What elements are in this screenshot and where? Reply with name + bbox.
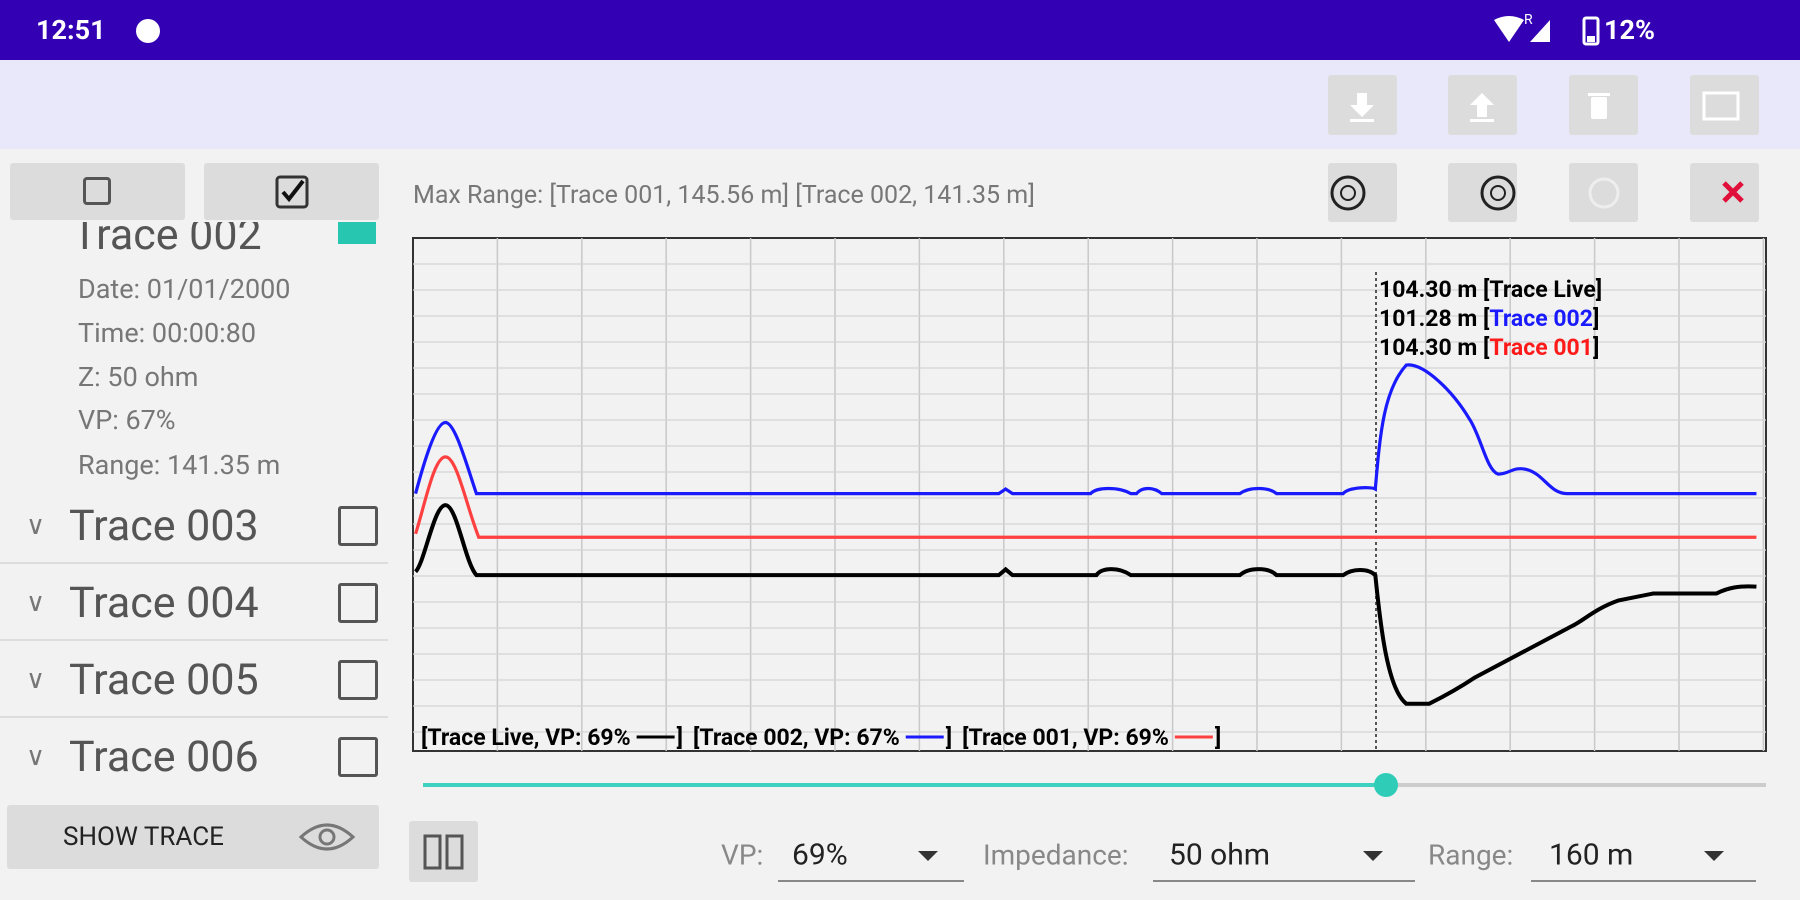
impedance-dropdown[interactable]: 50 ohm (1169, 837, 1271, 873)
trace-detail: Z: 50 ohm (78, 361, 199, 393)
trace-detail: Date: 01/01/2000 (78, 273, 291, 305)
divider (0, 716, 388, 718)
grid (413, 238, 1766, 751)
reset-button[interactable] (1569, 163, 1638, 222)
check-all-button[interactable] (204, 163, 379, 220)
legend-label: [Trace Live, VP: 69% (421, 724, 631, 751)
underline (778, 880, 964, 882)
range-label: Range: (1428, 838, 1514, 872)
bracket: ] (1593, 334, 1599, 361)
cursor-value: 104.30 m [ (1379, 276, 1490, 303)
trace-checkbox[interactable] (338, 583, 378, 623)
trace-detail: Time: 00:00:80 (78, 317, 257, 349)
expand-chevron: ∨ (26, 742, 46, 772)
status-icon (136, 19, 160, 43)
bracket: ] (1593, 305, 1599, 332)
legend-bracket: ] (946, 724, 952, 751)
trace-checkbox[interactable] (338, 506, 378, 546)
legend: [Trace Live, VP: 69%] [Trace 002, VP: 67%… (421, 724, 1221, 751)
cursor-label: 104.30 m [Trace 001] (1379, 334, 1599, 361)
status-bar: 12:51 R 12% (0, 0, 1800, 60)
bracket: ] (1596, 276, 1602, 303)
pause-button[interactable] (409, 821, 478, 882)
legend-bracket: ] (677, 724, 683, 751)
trace-001-curve (414, 455, 1757, 539)
cursor-value: 104.30 m [ (1379, 334, 1490, 361)
cursor-label: 101.28 m [Trace 002] (1379, 305, 1599, 332)
underline (1531, 880, 1756, 882)
cursor-label: 104.30 m [Trace Live] (1379, 276, 1602, 303)
trace-checkbox[interactable] (338, 660, 378, 700)
cursor-trace-name: Trace 001 (1489, 334, 1593, 361)
range-dropdown[interactable]: 160 m (1549, 837, 1634, 873)
max-range: Max Range: [Trace 001, 145.56 m] [Trace … (413, 181, 1035, 210)
divider (0, 639, 388, 641)
trace-002-curve (414, 363, 1757, 496)
legend-label: [Trace 001, VP: 69% (962, 724, 1169, 751)
underline (1153, 880, 1415, 882)
network-type: R (1524, 12, 1533, 28)
traces (413, 363, 1757, 706)
close-button[interactable] (1690, 163, 1759, 222)
trace-detail: Range: 141.35 m (78, 449, 281, 481)
expand-chevron: ∨ (26, 511, 46, 541)
vp-dropdown[interactable]: 69% (792, 837, 848, 873)
legend-bracket: ] (1215, 724, 1221, 751)
status-icons (1494, 16, 1600, 46)
dropdown-arrow (1704, 851, 1724, 861)
trace-title[interactable]: Trace 005 (69, 655, 259, 705)
trace-live-curve (413, 503, 1757, 706)
toolbar-icons (1350, 91, 1740, 122)
divider (0, 562, 388, 564)
cursor-labels: 104.30 m [Trace Live]101.28 m [Trace 002… (1379, 276, 1602, 361)
expand-chevron: ∨ (26, 588, 46, 618)
slider-thumb[interactable] (1374, 773, 1398, 797)
impedance-label: Impedance: (983, 838, 1129, 872)
trace-checkbox[interactable] (338, 737, 378, 777)
show-trace-button[interactable]: SHOW TRACE (7, 805, 379, 869)
trace-title: Trace 002 (72, 222, 262, 260)
cursor-value: 101.28 m [ (1379, 305, 1490, 332)
battery-level: 12% (1604, 14, 1655, 46)
clock: 12:51 (36, 14, 106, 46)
cursor-trace-name: Trace 002 (1489, 305, 1593, 332)
dropdown-arrow (1363, 851, 1383, 861)
vp-label: VP: (721, 838, 764, 872)
cursor-trace-name: Trace Live (1489, 276, 1595, 303)
uncheck-all-button[interactable] (10, 163, 185, 220)
trace-title[interactable]: Trace 006 (69, 732, 259, 782)
legend-label: [Trace 002, VP: 67% (693, 724, 900, 751)
expand-chevron: ∨ (26, 665, 46, 695)
plot-button-icons (1330, 175, 1744, 211)
trace-title[interactable]: Trace 004 (69, 578, 259, 628)
trace-title[interactable]: Trace 003 (69, 501, 259, 551)
trace-checkbox-checked[interactable] (338, 222, 376, 244)
trace-list: Trace 002 (0, 222, 390, 802)
dropdown-arrow (918, 851, 938, 861)
button-label: SHOW TRACE (63, 822, 224, 852)
trace-detail: VP: 67% (78, 404, 176, 436)
image-button[interactable] (1690, 75, 1759, 135)
